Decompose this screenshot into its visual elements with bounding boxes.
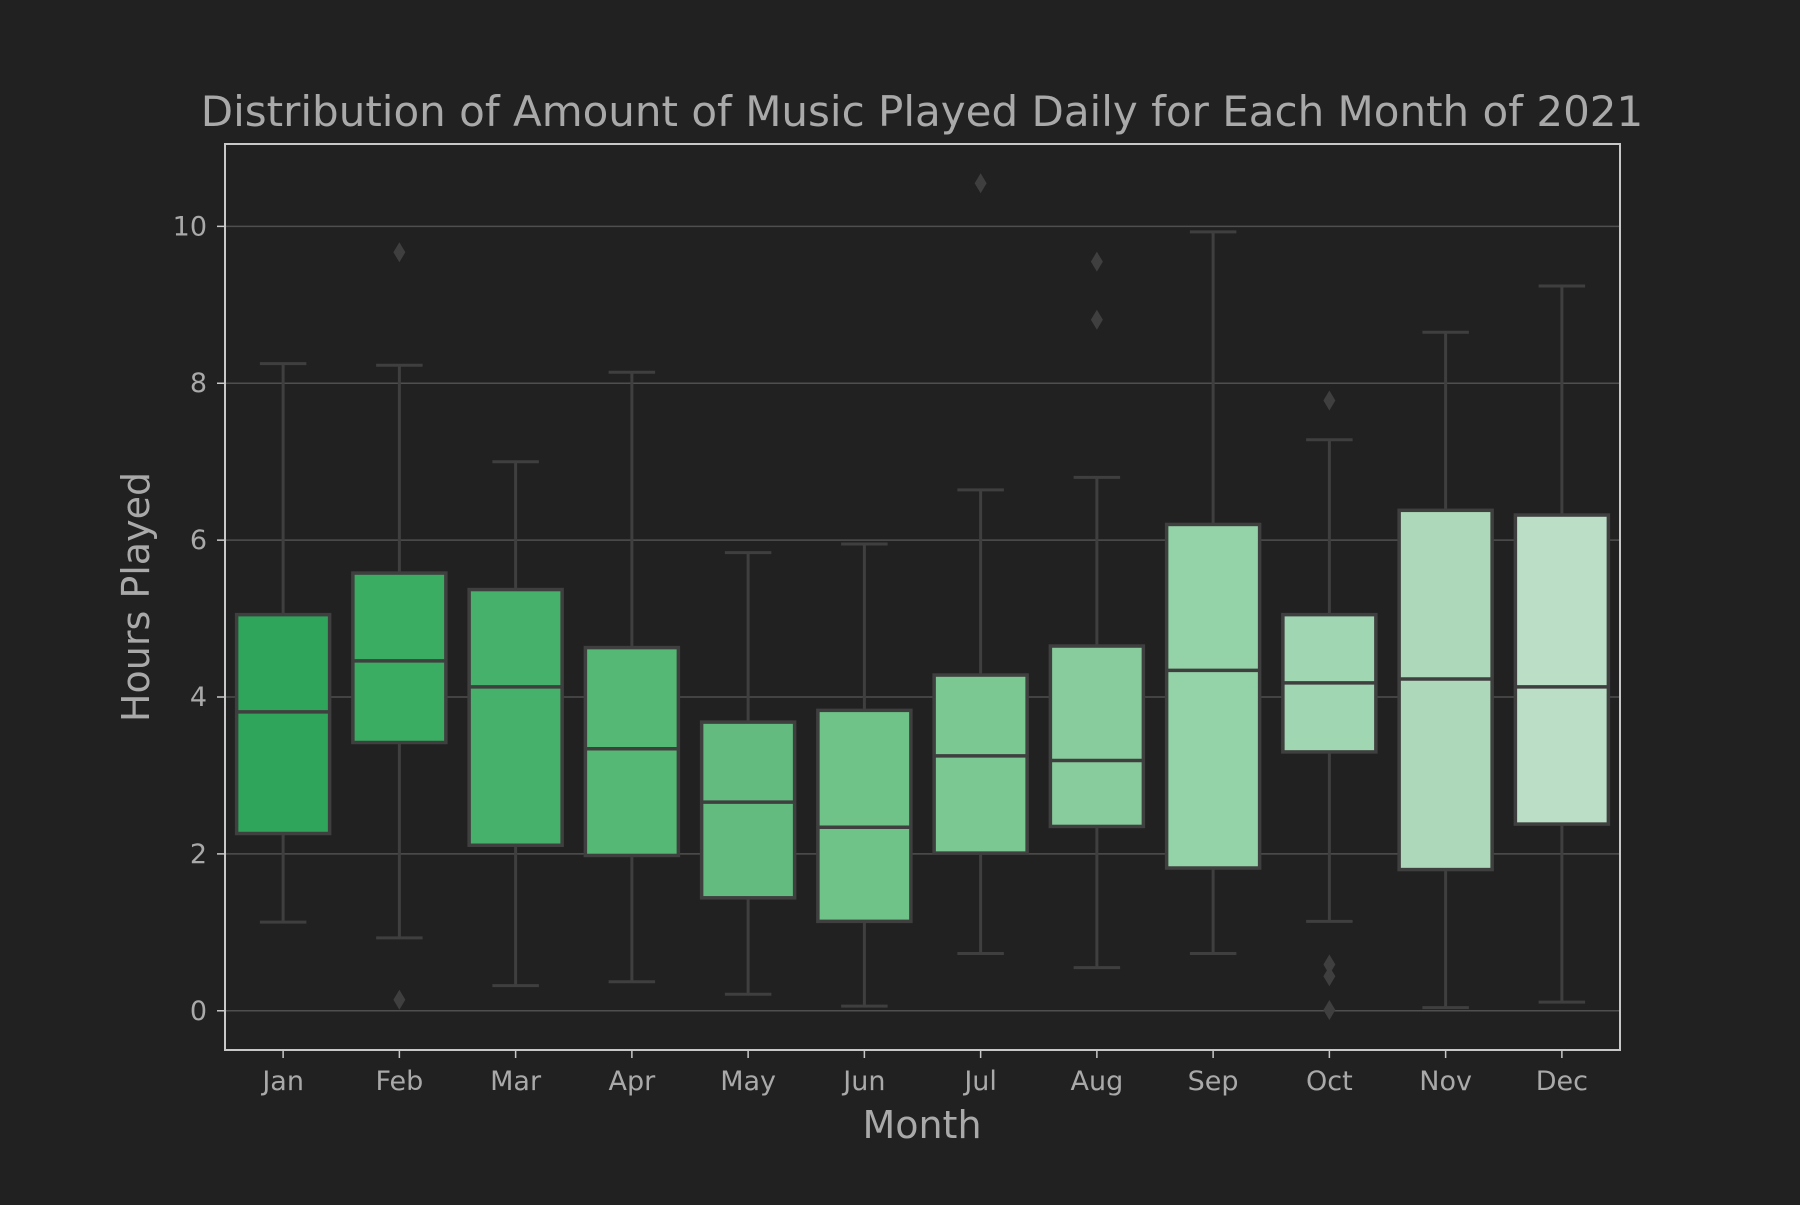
outlier-feb-1: [393, 242, 406, 263]
boxes: [234, 173, 1611, 1020]
y-tick-label-0: 0: [190, 996, 207, 1027]
box-group-feb: [351, 242, 448, 1010]
x-tick-label-nov: Nov: [1419, 1066, 1472, 1097]
outlier-aug-1: [1090, 251, 1103, 272]
y-tick-label-10: 10: [173, 211, 207, 242]
box-group-may: [699, 551, 797, 996]
outlier-feb-0: [393, 989, 406, 1010]
x-tick-label-mar: Mar: [490, 1066, 542, 1097]
outlier-jul-0: [974, 173, 987, 194]
outlier-aug-0: [1090, 309, 1103, 330]
x-tick-label-may: May: [720, 1066, 776, 1097]
outlier-oct-1: [1323, 966, 1336, 987]
box-dec: [1513, 513, 1611, 826]
gridlines: [225, 225, 1620, 1012]
box-mar: [467, 587, 564, 848]
box-jun: [816, 708, 913, 924]
box-group-jun: [816, 542, 913, 1008]
y-tick-label-8: 8: [190, 368, 207, 399]
y-tick-label-4: 4: [190, 682, 207, 713]
box-jul: [932, 673, 1029, 855]
x-tick-label-jul: Jul: [962, 1066, 997, 1097]
x-tick-label-sep: Sep: [1188, 1066, 1239, 1097]
box-feb: [351, 571, 448, 745]
x-tick-label-jun: Jun: [841, 1066, 885, 1097]
x-tick-label-feb: Feb: [375, 1066, 423, 1097]
box-group-aug: [1048, 251, 1146, 970]
chart-title: Distribution of Amount of Music Played D…: [201, 87, 1644, 136]
box-jan: [234, 612, 332, 836]
box-sep: [1164, 522, 1262, 870]
box-group-apr: [583, 370, 681, 984]
outlier-oct-2: [1323, 954, 1336, 975]
x-tick-label-jan: Jan: [260, 1066, 304, 1097]
ticks: 0 2 4 6 8 10 Jan Feb Mar Apr May Jun Jul Aug Sep Oct Nov…: [173, 211, 1588, 1097]
x-tick-label-apr: Apr: [609, 1066, 657, 1097]
box-apr: [583, 645, 681, 858]
box-group-jan: [234, 362, 332, 924]
outlier-oct-0: [1323, 999, 1336, 1020]
y-tick-label-6: 6: [190, 525, 207, 556]
box-group-jul: [932, 173, 1029, 956]
x-tick-label-aug: Aug: [1071, 1066, 1124, 1097]
axes-frame: [224, 143, 1621, 1051]
box-group-nov: [1397, 330, 1494, 1010]
x-axis-label: Month: [862, 1103, 981, 1147]
outlier-oct-3: [1323, 390, 1336, 411]
box-aug: [1048, 644, 1146, 829]
box-nov: [1397, 508, 1494, 872]
box-group-mar: [467, 460, 564, 988]
box-may: [699, 720, 797, 900]
x-tick-label-oct: Oct: [1306, 1066, 1353, 1097]
box-group-sep: [1164, 230, 1262, 956]
x-tick-label-dec: Dec: [1536, 1066, 1588, 1097]
box-group-dec: [1513, 284, 1611, 1004]
y-tick-label-2: 2: [190, 839, 207, 870]
box-group-oct: [1281, 390, 1378, 1020]
y-axis-label: Hours Played: [114, 472, 158, 722]
